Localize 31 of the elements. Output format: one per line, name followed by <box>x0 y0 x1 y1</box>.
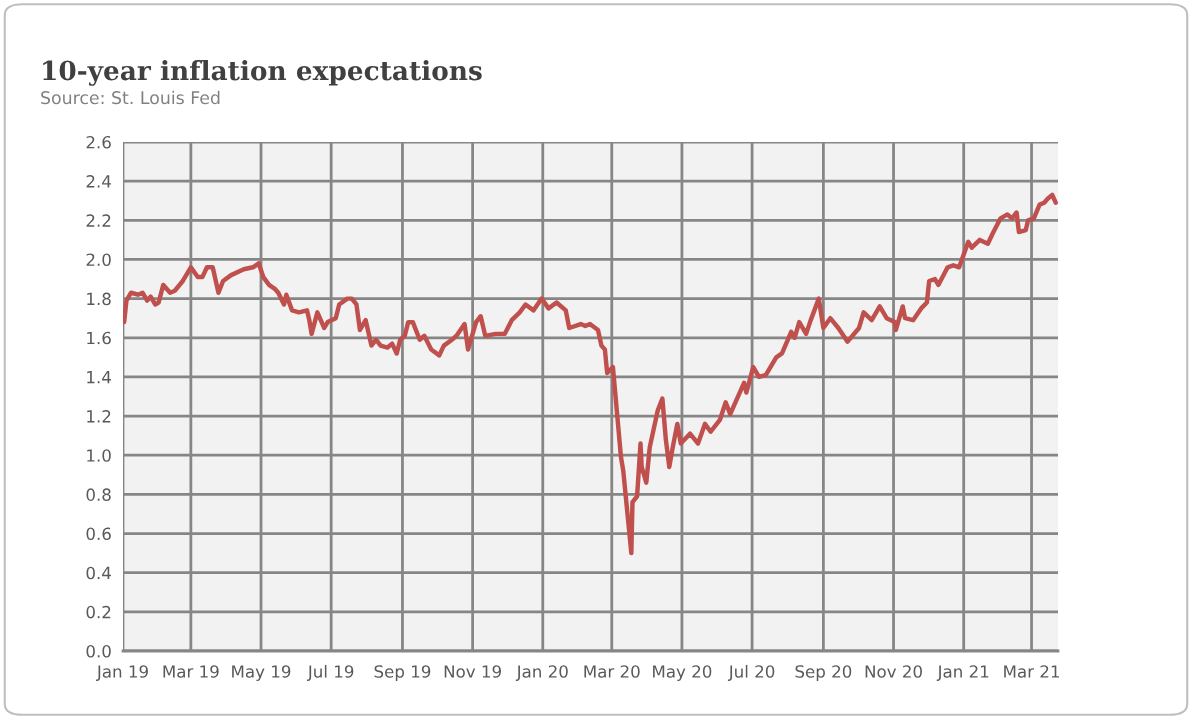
line-series <box>123 192 1058 556</box>
x-tick-label: Mar 21 <box>1004 665 1059 678</box>
y-tick-label: 0.0 <box>86 644 111 658</box>
x-tick-label: Nov 19 <box>444 665 501 678</box>
y-tick-label: 2.6 <box>86 135 111 149</box>
chart-title: 10-year inflation expectations <box>43 59 482 86</box>
chart-subtitle: Source: St. Louis Fed <box>41 90 220 105</box>
x-tick-label: Sep 20 <box>795 665 852 682</box>
y-tick-label: 2.0 <box>86 253 111 267</box>
x-tick-label: Jul 20 <box>727 664 775 681</box>
x-tick-label: May 19 <box>232 665 291 682</box>
x-tick-label: Mar 19 <box>163 665 219 678</box>
y-tick-label: 1.0 <box>87 449 111 462</box>
y-tick-label: 1.6 <box>87 331 111 345</box>
x-tick-label: May 20 <box>653 665 712 682</box>
y-tick-label: 0.2 <box>86 605 111 619</box>
y-tick-label: 0.8 <box>86 488 111 501</box>
x-tick-label: Mar 20 <box>584 665 640 678</box>
y-tick-label: 0.6 <box>86 527 111 541</box>
y-tick-label: 1.8 <box>87 292 111 306</box>
y-tick-label: 1.4 <box>87 371 111 384</box>
x-tick-label: Jul 19 <box>306 664 354 681</box>
y-tick-label: 0.4 <box>86 566 111 580</box>
x-tick-label: Jan 19 <box>96 665 148 681</box>
x-tick-label: Nov 20 <box>865 665 922 678</box>
y-tick-label: 2.4 <box>86 175 111 188</box>
x-tick-label: Sep 19 <box>374 665 431 682</box>
x-tick-label: Jan 21 <box>936 665 989 681</box>
y-tick-label: 1.2 <box>87 410 111 423</box>
x-tick-label: Jan 20 <box>515 665 568 681</box>
y-tick-label: 2.2 <box>86 214 111 227</box>
